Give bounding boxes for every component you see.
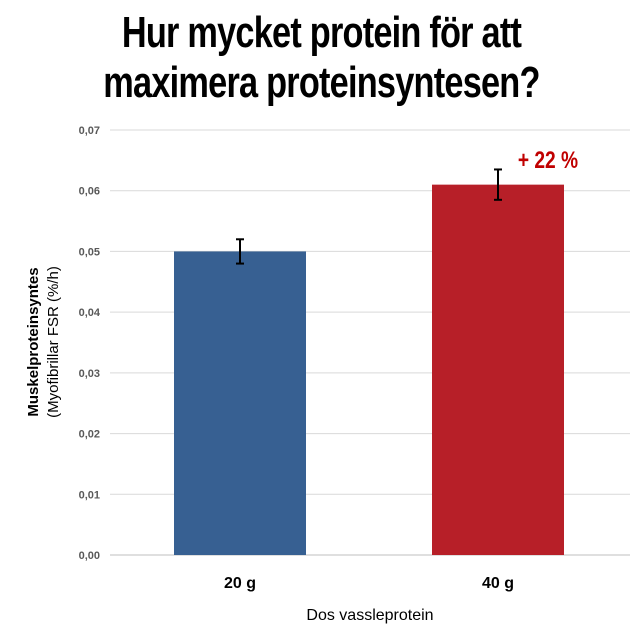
x-axis-label: Dos vassleprotein xyxy=(306,607,433,624)
y-axis-label-2: (Myofibrillar FSR (%/h) xyxy=(45,266,62,418)
y-tick-label: 0,06 xyxy=(79,186,100,198)
annotation: + 22 % xyxy=(518,146,578,174)
bar-40g xyxy=(432,184,564,555)
x-tick-label: 20 g xyxy=(224,575,256,592)
y-tick-label: 0,04 xyxy=(79,307,101,319)
x-tick-label: 40 g xyxy=(482,575,514,592)
title-line-1: Hur mycket protein för att xyxy=(121,8,522,57)
bar-20g xyxy=(174,251,306,555)
y-tick-label: 0,01 xyxy=(79,489,100,501)
y-tick-label: 0,05 xyxy=(79,246,100,258)
y-axis-label: Muskelproteinsyntes xyxy=(25,267,42,416)
y-tick-label: 0,02 xyxy=(79,429,100,441)
y-tick-label: 0,07 xyxy=(79,125,100,137)
chart-title: Hur mycket protein för att maximera prot… xyxy=(71,8,573,108)
title-line-2: maximera proteinsyntesen? xyxy=(103,58,540,107)
y-tick-label: 0,03 xyxy=(79,368,100,380)
y-tick-label: 0,00 xyxy=(79,550,100,562)
